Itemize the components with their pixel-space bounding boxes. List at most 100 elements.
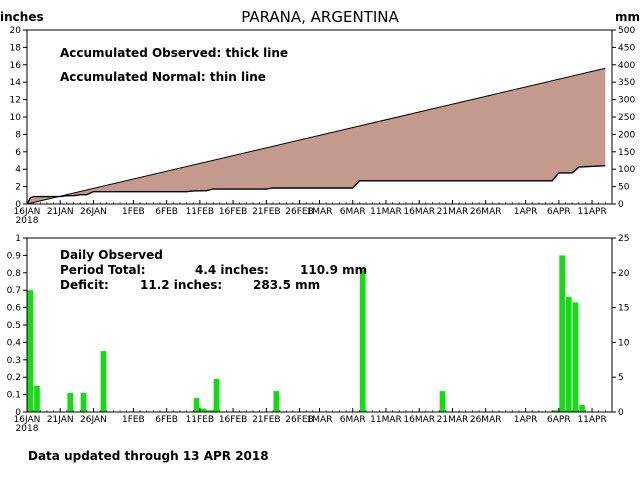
daily-bar [67, 392, 74, 412]
x-tick-label: 6FEB [155, 415, 178, 425]
left-tick-label: 0 [15, 408, 21, 418]
top-annotation-observed: Accumulated Observed: thick line [60, 46, 288, 60]
x-tick-label: 11APR [577, 207, 606, 217]
right-tick-label: 350 [618, 78, 635, 88]
x-tick-label: 6APR [547, 415, 571, 425]
x-tick-label: 6APR [547, 207, 571, 217]
x-tick-label: 11FEB [186, 207, 215, 217]
left-tick-label: 6 [15, 148, 21, 158]
deficit-label: Deficit: [60, 278, 109, 292]
period-total-label: Period Total: [60, 263, 146, 277]
x-tick-label: 21JAN [47, 207, 74, 217]
x-tick-label: 1FEB [122, 415, 145, 425]
x-tick-label: 6MAR [340, 207, 366, 217]
year-label: 2018 [16, 424, 39, 434]
observed-line [26, 165, 606, 205]
daily-panel: 00.10.20.30.40.50.60.70.80.9105101520251… [7, 234, 630, 434]
right-tick-label: 250 [618, 113, 635, 123]
x-tick-label: 26FEB [285, 415, 314, 425]
footer-note: Data updated through 13 APR 2018 [28, 449, 269, 463]
right-tick-label: 0 [618, 408, 624, 418]
daily-bar [359, 269, 366, 412]
right-tick-label: 100 [618, 165, 635, 175]
left-tick-label: 0 [15, 200, 21, 210]
left-tick-label: 4 [15, 165, 21, 175]
right-tick-label: 10 [618, 338, 630, 348]
left-tick-label: 0.9 [7, 251, 22, 261]
left-tick-label: 1 [15, 234, 21, 244]
x-tick-label: 26MAR [470, 415, 502, 425]
left-tick-label: 0.4 [7, 338, 22, 348]
right-tick-label: 300 [618, 96, 635, 106]
left-tick-label: 2 [15, 183, 21, 193]
left-tick-label: 20 [10, 26, 22, 36]
right-tick-label: 5 [618, 373, 624, 383]
x-tick-label: 16FEB [219, 415, 248, 425]
left-tick-label: 0.3 [7, 356, 21, 366]
daily-bar [572, 302, 579, 412]
right-tick-label: 25 [618, 234, 629, 244]
daily-bar [579, 405, 585, 412]
left-tick-label: 12 [10, 96, 21, 106]
x-tick-label: 1APR [514, 415, 538, 425]
x-tick-label: 1APR [514, 207, 538, 217]
period-total-inches: 4.4 inches: [195, 263, 269, 277]
right-tick-label: 200 [618, 130, 635, 140]
daily-bar [565, 297, 572, 412]
x-tick-label: 6FEB [155, 207, 178, 217]
right-tick-label: 450 [618, 43, 635, 53]
left-tick-label: 10 [10, 113, 22, 123]
x-tick-label: 1FEB [122, 207, 145, 217]
x-tick-label: 21FEB [252, 207, 281, 217]
x-tick-label: 1MAR [307, 415, 333, 425]
x-tick-label: 21MAR [437, 207, 469, 217]
x-tick-label: 16MAR [403, 207, 435, 217]
top-left-unit-label: inches [0, 10, 44, 24]
x-tick-label: 21MAR [437, 415, 469, 425]
left-tick-label: 14 [10, 78, 22, 88]
x-tick-label: 16JAN [14, 415, 41, 425]
x-tick-label: 26JAN [80, 207, 107, 217]
x-tick-label: 21JAN [47, 415, 74, 425]
chart-title: PARANA, ARGENTINA [241, 8, 399, 26]
x-tick-label: 21FEB [252, 415, 281, 425]
x-tick-label: 16JAN [14, 207, 41, 217]
accumulated-panel: 0246810121416182005010015020025030035040… [10, 26, 636, 226]
left-tick-label: 8 [15, 130, 21, 140]
daily-bar [27, 290, 34, 412]
left-tick-label: 0.2 [7, 373, 21, 383]
x-tick-label: 1MAR [307, 207, 333, 217]
period-total-mm: 110.9 mm [300, 263, 367, 277]
left-tick-label: 0.5 [7, 321, 21, 331]
daily-bar [273, 391, 280, 412]
left-tick-label: 0.7 [7, 286, 21, 296]
right-tick-label: 0 [618, 200, 624, 210]
deficit-mm: 283.5 mm [253, 278, 320, 292]
x-tick-label: 11MAR [370, 207, 402, 217]
right-tick-label: 20 [618, 269, 630, 279]
left-tick-label: 16 [10, 61, 22, 71]
daily-bar [552, 410, 559, 412]
x-tick-label: 26JAN [80, 415, 107, 425]
year-label: 2018 [16, 216, 39, 226]
left-tick-label: 0.1 [7, 391, 21, 401]
top-annotation-normal: Accumulated Normal: thin line [60, 70, 266, 84]
left-tick-label: 18 [10, 43, 22, 53]
x-tick-label: 26FEB [285, 207, 314, 217]
right-tick-label: 50 [618, 183, 630, 193]
daily-bar [80, 392, 87, 412]
x-tick-label: 11MAR [370, 415, 402, 425]
daily-bar [439, 391, 446, 412]
x-tick-label: 11APR [577, 415, 606, 425]
daily-bar [206, 410, 213, 412]
daily-bar [213, 378, 220, 412]
daily-bar [193, 398, 200, 412]
x-tick-label: 11FEB [186, 415, 215, 425]
right-tick-label: 150 [618, 148, 635, 158]
left-tick-label: 0.6 [7, 304, 22, 314]
x-tick-label: 6MAR [340, 415, 366, 425]
right-tick-label: 400 [618, 61, 635, 71]
x-tick-label: 26MAR [470, 207, 502, 217]
daily-bar [34, 385, 40, 412]
